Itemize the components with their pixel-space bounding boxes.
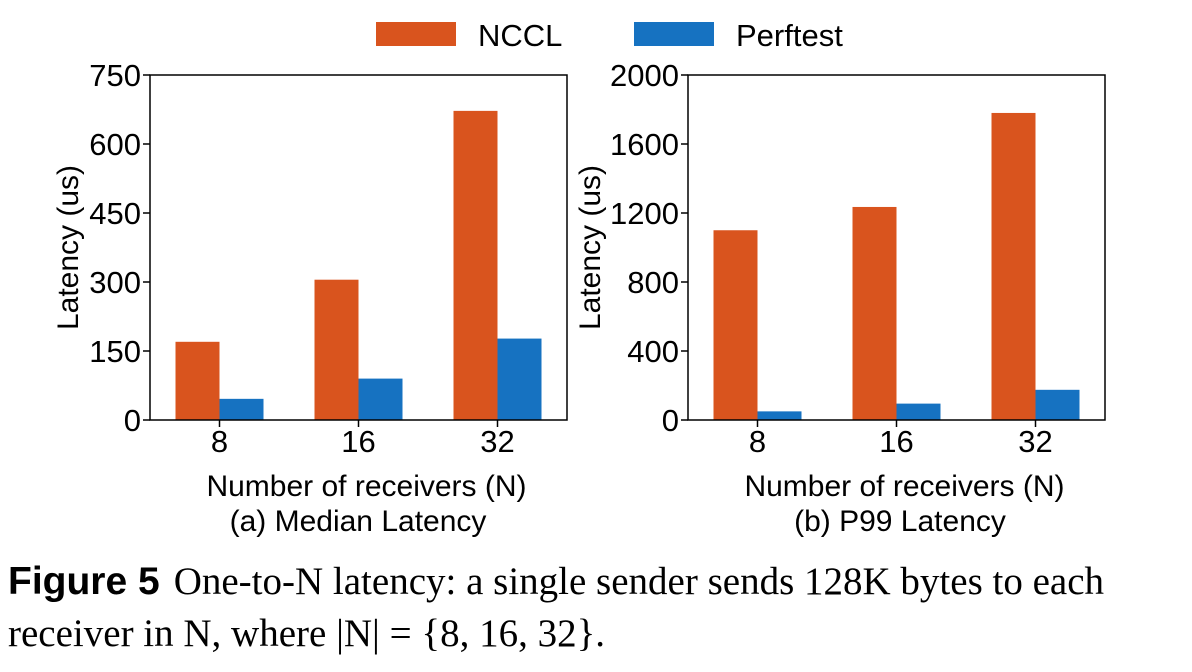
y-axis-label: Latency (us) (52, 165, 85, 330)
legend: NCCL Perftest (376, 18, 843, 53)
figure-caption: Figure 5 One-to-N latency: a single sende… (8, 556, 1188, 660)
bar-perftest-8 (757, 411, 802, 420)
y-tick-label: 150 (89, 334, 141, 369)
panel-median-latency: 0 150 300 450 600 750 8 16 32 Number of receivers… (52, 58, 568, 538)
caption-text: One-to-N latency: a single sender sends … (8, 560, 1105, 655)
bar-nccl-16 (314, 279, 359, 420)
x-axis-label: Number of receivers (N) (744, 470, 1064, 503)
y-tick-label: 2000 (610, 58, 679, 93)
bar-nccl-32 (453, 110, 498, 420)
bar-nccl-8 (175, 341, 220, 420)
caption-label: Figure 5 (8, 560, 160, 603)
bar-perftest-32 (1035, 389, 1080, 420)
bar-perftest-16 (896, 403, 941, 420)
panel-subtitle: (b) P99 Latency (794, 505, 1006, 538)
x-tick-label: 16 (879, 424, 913, 459)
y-tick-label: 400 (627, 334, 679, 369)
x-axis-label: Number of receivers (N) (206, 470, 526, 503)
y-tick-label: 1600 (610, 127, 679, 162)
bar-perftest-8 (219, 398, 264, 420)
panel-p99-latency: 0 400 800 1200 1600 2000 8 16 32 Number of receiv… (574, 58, 1106, 538)
x-tick-label: 32 (480, 424, 514, 459)
y-axis-label: Latency (us) (574, 165, 607, 330)
x-tick-label: 32 (1018, 424, 1052, 459)
y-tick-label: 1200 (610, 196, 679, 231)
y-tick-label: 0 (662, 403, 679, 438)
legend-label-perftest: Perftest (736, 18, 843, 53)
y-tick-label: 600 (89, 127, 141, 162)
y-tick-label: 300 (89, 265, 141, 300)
panel-subtitle: (a) Median Latency (230, 505, 487, 538)
figure: NCCL Perftest 0 150 300 450 600 750 8 16 32 Number… (52, 18, 1106, 538)
legend-label-nccl: NCCL (478, 18, 562, 53)
x-tick-label: 16 (341, 424, 375, 459)
bar-nccl-8 (713, 230, 758, 420)
legend-swatch-nccl (376, 22, 456, 46)
y-tick-label: 450 (89, 196, 141, 231)
bar-perftest-32 (497, 338, 542, 420)
y-tick-label: 0 (124, 403, 141, 438)
bar-nccl-32 (991, 112, 1036, 420)
x-tick-label: 8 (211, 424, 228, 459)
legend-swatch-perftest (634, 22, 714, 46)
y-tick-label: 750 (89, 58, 141, 93)
bar-perftest-16 (358, 378, 403, 420)
bar-nccl-16 (852, 206, 897, 420)
y-tick-label: 800 (627, 265, 679, 300)
x-tick-label: 8 (749, 424, 766, 459)
